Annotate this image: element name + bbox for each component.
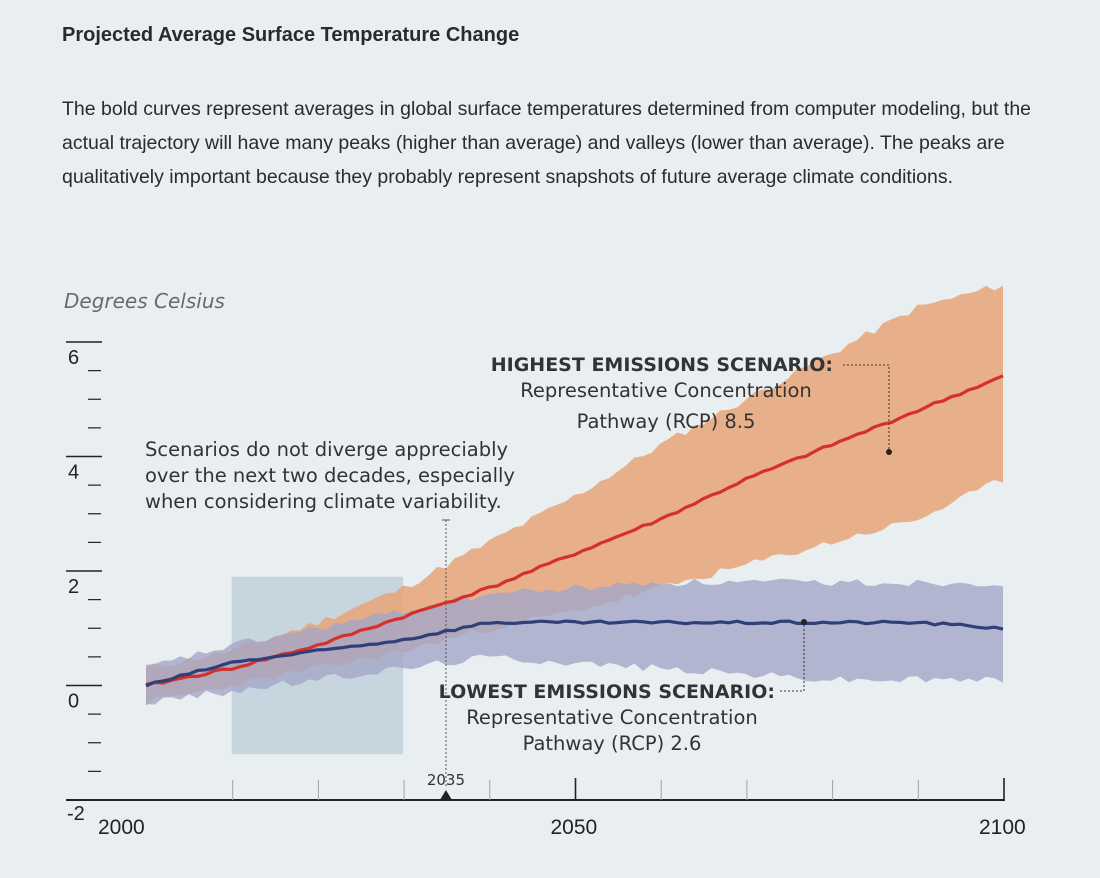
high-scenario-leader-dot bbox=[886, 449, 892, 455]
high-scenario-leader-line bbox=[843, 364, 890, 452]
page-title: Projected Average Surface Temperature Ch… bbox=[62, 24, 520, 46]
low-scenario-band bbox=[146, 578, 1003, 705]
high-scenario-annotation: HIGHEST EMISSIONS SCENARIO: Representati… bbox=[491, 354, 892, 455]
y-tick-label: 4 bbox=[68, 462, 79, 484]
y-tick-label: 2 bbox=[68, 576, 79, 598]
low-scenario-annotation: LOWEST EMISSIONS SCENARIO: Representativ… bbox=[439, 619, 807, 755]
note-line-2: over the next two decades, especially bbox=[145, 464, 515, 487]
high-scenario-subtitle-2: Pathway (RCP) 8.5 bbox=[577, 410, 756, 433]
y-tick-label: -2 bbox=[67, 803, 85, 825]
low-scenario-line bbox=[145, 619, 1004, 688]
marker-triangle bbox=[439, 790, 452, 800]
marker-label: 2035 bbox=[427, 771, 465, 789]
y-axis: 0 2 4 6 -2 bbox=[66, 341, 102, 825]
high-scenario-subtitle-1: Representative Concentration bbox=[520, 379, 812, 402]
y-axis-label: Degrees Celsius bbox=[64, 289, 225, 313]
high-scenario-title: HIGHEST EMISSIONS SCENARIO: bbox=[491, 354, 833, 376]
divergence-note: Scenarios do not diverge appreciably ove… bbox=[145, 438, 515, 513]
note-line-3: when considering climate variability. bbox=[145, 490, 502, 513]
low-scenario-title: LOWEST EMISSIONS SCENARIO: bbox=[439, 681, 775, 703]
high-scenario-line bbox=[145, 374, 1004, 687]
x-tick-label: 2100 bbox=[979, 816, 1026, 839]
low-scenario-leader-dot bbox=[801, 619, 807, 625]
y-tick-label: 0 bbox=[68, 691, 79, 713]
line-layer bbox=[145, 374, 1004, 688]
x-tick-label: 2050 bbox=[551, 816, 598, 839]
x-tick-label: 2000 bbox=[98, 816, 145, 839]
low-scenario-leader-line bbox=[780, 622, 805, 692]
low-scenario-subtitle-1: Representative Concentration bbox=[466, 706, 758, 729]
high-scenario-band bbox=[146, 285, 1003, 706]
band-layer bbox=[146, 285, 1003, 706]
x-axis: 2000 2050 2100 2035 bbox=[66, 519, 1026, 839]
note-line-1: Scenarios do not diverge appreciably bbox=[145, 438, 508, 461]
low-scenario-subtitle-2: Pathway (RCP) 2.6 bbox=[523, 732, 702, 755]
description: The bold curves represent averages in gl… bbox=[62, 98, 1032, 188]
y-tick-label: 6 bbox=[68, 347, 79, 369]
